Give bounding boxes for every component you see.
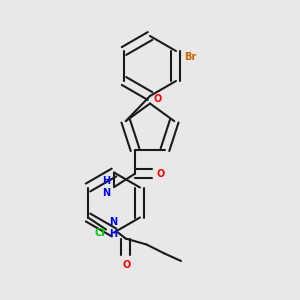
Text: Cl: Cl [94, 227, 105, 238]
Text: O: O [153, 94, 162, 104]
Text: O: O [123, 260, 131, 270]
Text: N
H: N H [109, 217, 117, 239]
Text: Br: Br [184, 52, 197, 62]
Text: H
N: H N [102, 176, 111, 198]
Text: O: O [156, 169, 164, 178]
